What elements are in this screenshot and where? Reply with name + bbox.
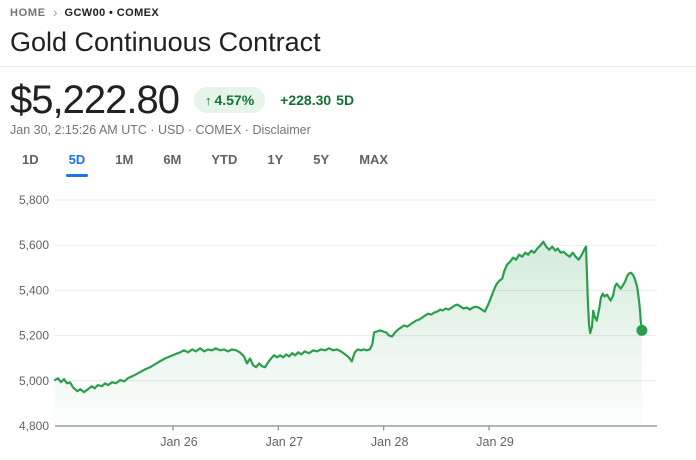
y-axis-label: 5,200	[19, 329, 49, 343]
x-axis-label: Jan 27	[266, 435, 304, 449]
y-axis-label: 4,800	[19, 419, 49, 433]
change-absolute: +228.30 5D	[280, 92, 354, 108]
y-axis-label: 5,800	[19, 193, 49, 207]
tab-label: 1D	[22, 152, 39, 167]
breadcrumb: HOME › GCW00 • COMEX	[10, 3, 160, 20]
active-tab-underline	[65, 174, 89, 177]
current-price-dot	[636, 324, 648, 336]
x-axis-label: Jan 26	[160, 435, 198, 449]
y-axis-label: 5,400	[19, 283, 49, 297]
period-tab-bar: 1D 5D 1M 6M YTD 1Y 5Y MAX	[10, 147, 400, 177]
tab-1m[interactable]: 1M	[103, 147, 145, 177]
price-chart[interactable]: 5,800 5,600 5,400 5,200 5,000 4,800 Jan 26 Jan …	[0, 185, 696, 460]
tab-5d[interactable]: 5D	[57, 147, 98, 177]
chevron-right-icon: ›	[52, 3, 58, 20]
y-axis-label: 5,000	[19, 374, 49, 388]
tab-ytd[interactable]: YTD	[199, 147, 249, 177]
tab-max[interactable]: MAX	[347, 147, 400, 177]
tab-label: 5D	[68, 152, 86, 167]
page-title: Gold Continuous Contract	[10, 27, 321, 57]
breadcrumb-home-link[interactable]: HOME	[10, 7, 46, 19]
x-axis-label: Jan 29	[476, 435, 514, 449]
tab-label: 5Y	[313, 152, 330, 167]
price-area-fill	[55, 241, 642, 426]
breadcrumb-symbol: GCW00 • COMEX	[64, 7, 160, 19]
y-axis-label: 5,600	[19, 238, 49, 252]
tab-6m[interactable]: 6M	[151, 147, 193, 177]
disclaimer-link[interactable]: Disclaimer	[252, 123, 311, 137]
tab-label: 6M	[163, 152, 182, 167]
tab-5y[interactable]: 5Y	[301, 147, 341, 177]
arrow-up-icon: ↑	[204, 92, 212, 108]
current-price: $5,222.80	[10, 78, 180, 122]
change-percent-badge: ↑ 4.57%	[193, 87, 266, 113]
change-period-label: 5D	[336, 92, 355, 108]
title-divider	[0, 66, 696, 67]
chart-area: 5,800 5,600 5,400 5,200 5,000 4,800 Jan 26 Jan …	[0, 185, 696, 460]
tab-1d[interactable]: 1D	[10, 147, 51, 177]
quote-meta: Jan 30, 2:15:26 AM UTC · USD · COMEX · D…	[10, 123, 311, 137]
quote-timestamp: Jan 30, 2:15:26 AM UTC · USD · COMEX ·	[10, 123, 253, 137]
change-percent-value: 4.57%	[214, 92, 255, 108]
tab-1y[interactable]: 1Y	[255, 147, 295, 177]
tab-label: 1M	[115, 152, 134, 167]
price-line	[53, 240, 643, 394]
change-absolute-value: +228.30	[280, 92, 332, 108]
x-axis-label: Jan 28	[371, 435, 409, 449]
tab-label: MAX	[359, 152, 389, 167]
quote-row: $5,222.80 ↑ 4.57% +228.30 5D	[10, 79, 354, 121]
tab-label: YTD	[211, 152, 238, 167]
tab-label: 1Y	[267, 152, 284, 167]
